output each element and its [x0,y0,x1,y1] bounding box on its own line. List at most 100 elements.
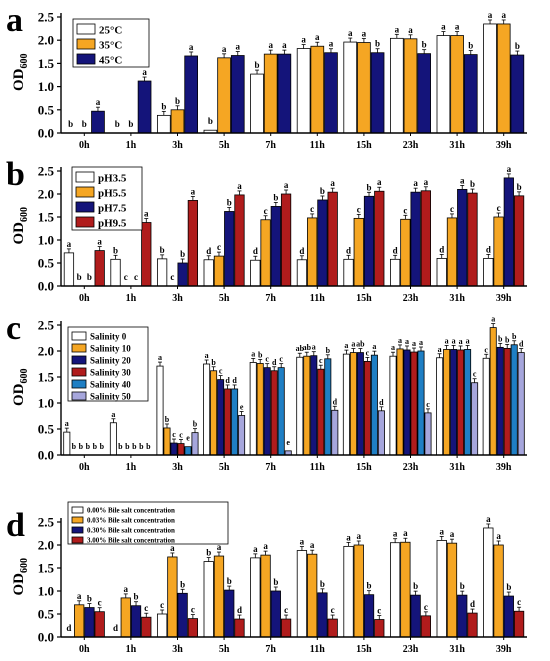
bar [310,355,318,456]
significance-letter: b [193,420,198,429]
significance-letter: b [82,119,87,129]
significance-letter: b [79,442,84,451]
bar [353,544,364,638]
significance-letter: b [211,358,216,367]
significance-letter: b [68,119,73,129]
significance-letter: d [486,244,491,254]
y-tick-label: 0.0 [38,630,54,645]
x-tick-label: 7h [265,462,276,473]
bar [410,191,421,287]
bar [256,363,264,456]
bar [217,379,225,456]
significance-letter: a [348,28,353,38]
significance-letter: a [393,529,398,539]
significance-letter: c [424,602,428,612]
legend-label: 25°C [99,25,122,37]
significance-letter: b [128,119,133,129]
y-tick-label: 1.5 [38,210,55,225]
significance-letter: b [255,60,260,70]
x-tick-label: 3h [172,140,183,151]
bar [296,356,304,456]
significance-letter: a [412,339,416,348]
x-tick-label: 31h [449,462,465,473]
significance-letter: a [395,24,400,34]
x-tick-label: 1h [126,644,137,655]
significance-letter: b [367,182,372,192]
bar [203,363,211,456]
bar [400,218,411,287]
significance-letter: c [144,603,148,613]
bar [343,258,354,287]
significance-letter: c [279,355,283,364]
legend-swatch [76,23,96,35]
bar [263,367,271,456]
y-axis-title: OD600 [11,54,30,92]
significance-letter: b [175,96,180,106]
bar [467,612,478,638]
significance-letter: d [439,244,444,254]
legend-swatch [75,171,95,183]
bar [130,605,142,638]
bar [280,618,292,638]
significance-letter: a [346,532,351,542]
x-tick-label: 7h [265,644,276,655]
significance-letter: c [497,203,501,213]
significance-letter: c [331,605,335,615]
bar [317,199,328,287]
significance-letter: c [265,355,269,364]
significance-letter: b [506,582,511,592]
significance-letter: b [77,272,82,282]
significance-letter: b [460,581,465,591]
significance-letter: a [466,336,470,345]
bar [296,48,311,134]
x-tick-label: 39h [496,140,512,151]
legend-label: 45°C [99,55,122,67]
significance-letter: b [118,442,123,451]
y-tick-label: 0.5 [38,256,55,271]
legend: pH3.5 pH5.5 pH7.5 pH9.5 [71,166,143,231]
bar [420,615,431,638]
significance-letter: c [134,272,138,282]
significance-letter: a [403,528,408,538]
bar [184,446,192,456]
significance-letter: a [144,209,149,219]
x-tick-label: 31h [449,293,465,304]
significance-letter: b [505,335,510,344]
bar [343,545,354,638]
bar [400,541,411,638]
significance-letter: a [351,340,355,349]
x-tick-label: 7h [265,293,276,304]
bar [389,258,401,287]
bar [493,544,504,638]
bar [170,109,185,134]
significance-letter: a [450,529,455,539]
bar [260,554,271,638]
significance-letter: a [507,164,512,174]
significance-letter: a [111,410,115,419]
bar [296,259,308,287]
significance-letter: b [139,442,144,451]
x-tick-label: 15h [356,644,372,655]
y-tick-label: 0.0 [38,126,54,141]
bar [217,57,231,134]
y-axis-title: OD600 [11,369,30,407]
bar [109,422,117,456]
significance-letter: a [413,178,418,188]
significance-letter: e [240,402,244,411]
bar [403,38,418,134]
significance-letter: b [273,192,278,202]
significance-letter: ab [296,344,305,353]
x-tick-label: 39h [496,293,512,304]
significance-letter: b [72,442,77,451]
significance-letter: a [77,591,82,601]
significance-letter: d [346,245,351,255]
bar [120,597,131,638]
legend-swatch [71,526,84,534]
bar [349,352,357,456]
legend-label: Salinity 10 [90,344,131,354]
bar [231,388,239,456]
bar [63,252,75,287]
bar [277,53,292,134]
bar [230,55,245,134]
significance-letter: b [132,442,137,451]
